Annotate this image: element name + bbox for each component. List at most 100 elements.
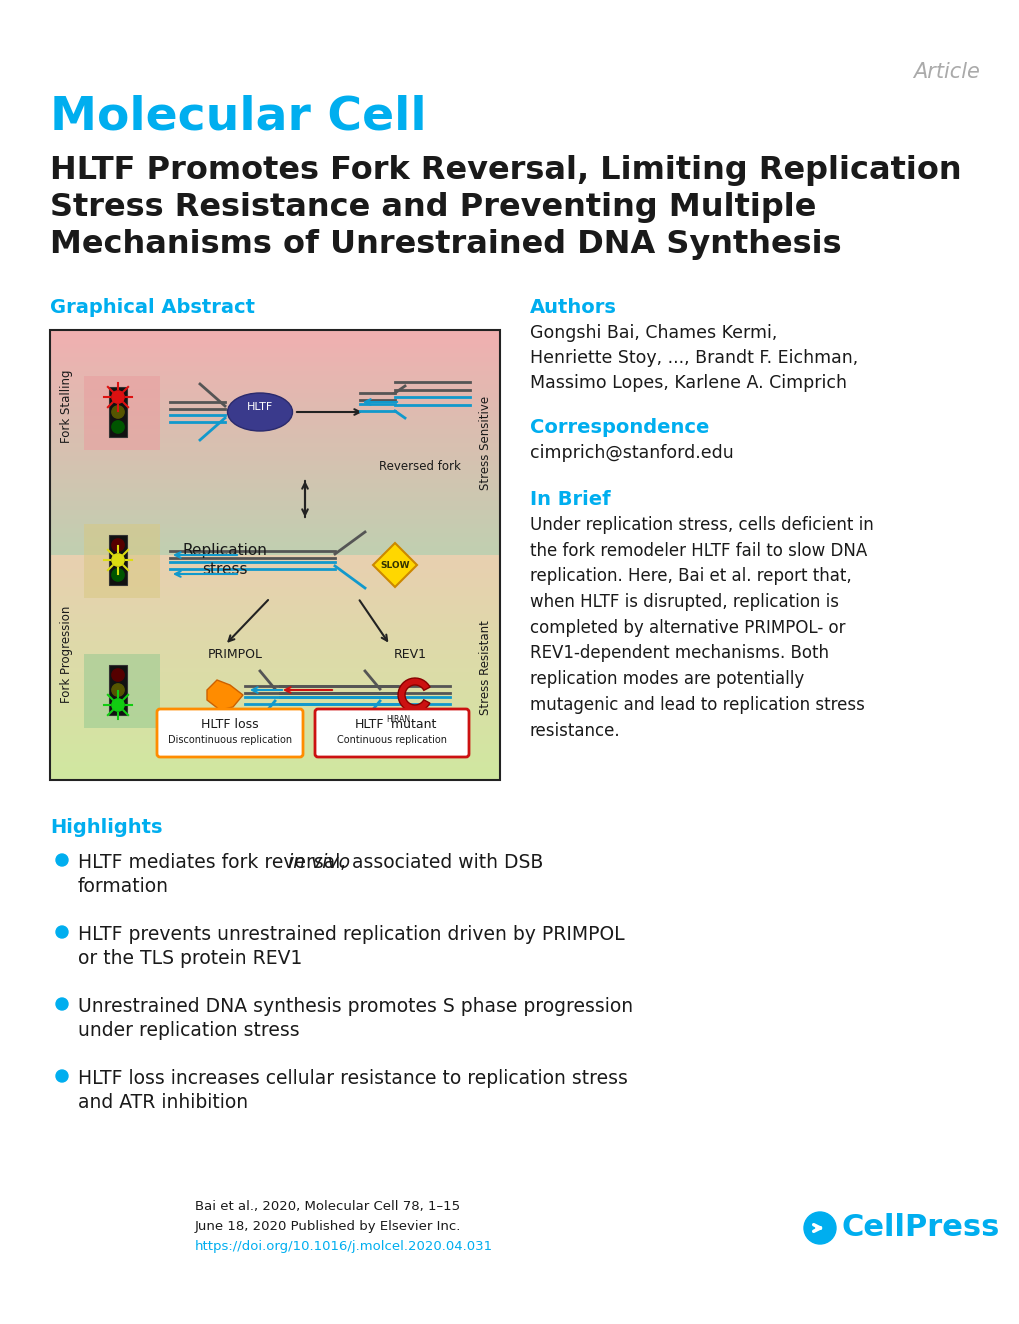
Bar — [50, 425, 499, 430]
Bar — [50, 420, 499, 425]
Bar — [50, 771, 499, 776]
Text: formation: formation — [77, 876, 169, 896]
Text: Authors: Authors — [530, 298, 616, 316]
Text: HLTF Promotes Fork Reversal, Limiting Replication
Stress Resistance and Preventi: HLTF Promotes Fork Reversal, Limiting Re… — [50, 155, 961, 260]
Text: Under replication stress, cells deficient in
the fork remodeler HLTF fail to slo: Under replication stress, cells deficien… — [530, 516, 873, 740]
Bar — [50, 596, 499, 601]
Text: Stress Resistant: Stress Resistant — [479, 620, 492, 715]
Bar — [50, 510, 499, 515]
FancyBboxPatch shape — [84, 524, 160, 598]
Text: Graphical Abstract: Graphical Abstract — [50, 298, 255, 316]
Bar — [50, 654, 499, 659]
Text: under replication stress: under replication stress — [77, 1021, 300, 1039]
Text: and ATR inhibition: and ATR inhibition — [77, 1094, 248, 1112]
Bar — [50, 538, 499, 543]
Text: Gongshi Bai, Chames Kermi,
Henriette Stoy, ..., Brandt F. Eichman,
Massimo Lopes: Gongshi Bai, Chames Kermi, Henriette Sto… — [530, 324, 857, 392]
Bar — [50, 735, 499, 740]
Bar — [50, 361, 499, 367]
Bar — [50, 416, 499, 421]
Bar — [50, 618, 499, 624]
Text: Bai et al., 2020, Molecular Cell 78, 1–15: Bai et al., 2020, Molecular Cell 78, 1–1… — [195, 1200, 460, 1213]
Bar — [50, 384, 499, 389]
Bar — [50, 365, 499, 372]
Bar — [50, 545, 499, 552]
Bar — [50, 622, 499, 628]
Bar — [50, 767, 499, 772]
Text: PRIMPOL: PRIMPOL — [207, 647, 262, 661]
Bar — [50, 519, 499, 524]
Text: HLTF prevents unrestrained replication driven by PRIMPOL: HLTF prevents unrestrained replication d… — [77, 925, 624, 944]
Polygon shape — [207, 681, 243, 710]
Bar — [50, 587, 499, 592]
Text: HLTF: HLTF — [247, 402, 273, 412]
Bar — [50, 506, 499, 511]
Bar — [50, 438, 499, 444]
Bar — [50, 483, 499, 489]
Circle shape — [112, 391, 124, 404]
Bar — [50, 744, 499, 749]
Bar — [50, 690, 499, 695]
Bar — [50, 406, 499, 412]
Bar — [50, 753, 499, 759]
Bar — [50, 763, 499, 768]
FancyBboxPatch shape — [315, 708, 469, 757]
Text: Article: Article — [912, 62, 979, 82]
Bar — [50, 388, 499, 395]
Bar — [50, 573, 499, 579]
Bar — [50, 375, 499, 380]
Text: Continuous replication: Continuous replication — [336, 735, 446, 745]
Bar — [50, 496, 499, 502]
Bar — [50, 470, 499, 475]
Text: Replication
stress: Replication stress — [182, 543, 267, 577]
Bar — [50, 718, 499, 723]
Bar — [50, 605, 499, 610]
Bar — [50, 667, 499, 673]
Bar — [50, 609, 499, 614]
Circle shape — [112, 539, 124, 551]
Text: June 18, 2020 Published by Elsevier Inc.: June 18, 2020 Published by Elsevier Inc. — [195, 1219, 461, 1233]
FancyBboxPatch shape — [157, 708, 303, 757]
Text: Correspondence: Correspondence — [530, 418, 708, 437]
Bar — [50, 371, 499, 376]
Bar — [50, 748, 499, 753]
Bar — [50, 722, 499, 727]
Text: Unrestrained DNA synthesis promotes S phase progression: Unrestrained DNA synthesis promotes S ph… — [77, 997, 633, 1016]
Circle shape — [112, 421, 124, 433]
Circle shape — [803, 1211, 836, 1245]
Text: REV1: REV1 — [393, 647, 426, 661]
Bar — [50, 712, 499, 718]
Text: cimprich@stanford.edu: cimprich@stanford.edu — [530, 444, 733, 462]
Bar — [50, 731, 499, 736]
Text: Fork Progression: Fork Progression — [60, 605, 73, 703]
Bar — [50, 515, 499, 520]
Text: CellPress: CellPress — [841, 1214, 1000, 1242]
Text: HLTF mediates fork reversal: HLTF mediates fork reversal — [77, 853, 346, 873]
Bar — [50, 410, 499, 417]
FancyBboxPatch shape — [84, 654, 160, 728]
Bar — [50, 339, 499, 344]
Text: HIRAN: HIRAN — [385, 715, 410, 723]
Bar — [50, 330, 499, 780]
Bar — [50, 352, 499, 357]
Polygon shape — [373, 543, 417, 587]
Text: Stress Sensitive: Stress Sensitive — [479, 396, 492, 490]
Bar — [50, 600, 499, 605]
FancyBboxPatch shape — [109, 387, 127, 437]
Text: Fork Stalling: Fork Stalling — [60, 369, 73, 444]
Bar — [50, 613, 499, 620]
Circle shape — [112, 669, 124, 682]
FancyBboxPatch shape — [84, 376, 160, 450]
Bar — [50, 433, 499, 440]
Circle shape — [56, 998, 68, 1010]
Text: https://doi.org/10.1016/j.molcel.2020.04.031: https://doi.org/10.1016/j.molcel.2020.04… — [195, 1241, 492, 1253]
Bar — [50, 335, 499, 340]
Bar — [50, 560, 499, 565]
Bar — [50, 429, 499, 434]
Bar — [50, 555, 499, 560]
Bar — [50, 330, 499, 335]
Circle shape — [56, 925, 68, 937]
Bar — [50, 465, 499, 470]
Text: or the TLS protein REV1: or the TLS protein REV1 — [77, 949, 302, 968]
Bar — [50, 641, 499, 646]
Bar — [50, 632, 499, 637]
